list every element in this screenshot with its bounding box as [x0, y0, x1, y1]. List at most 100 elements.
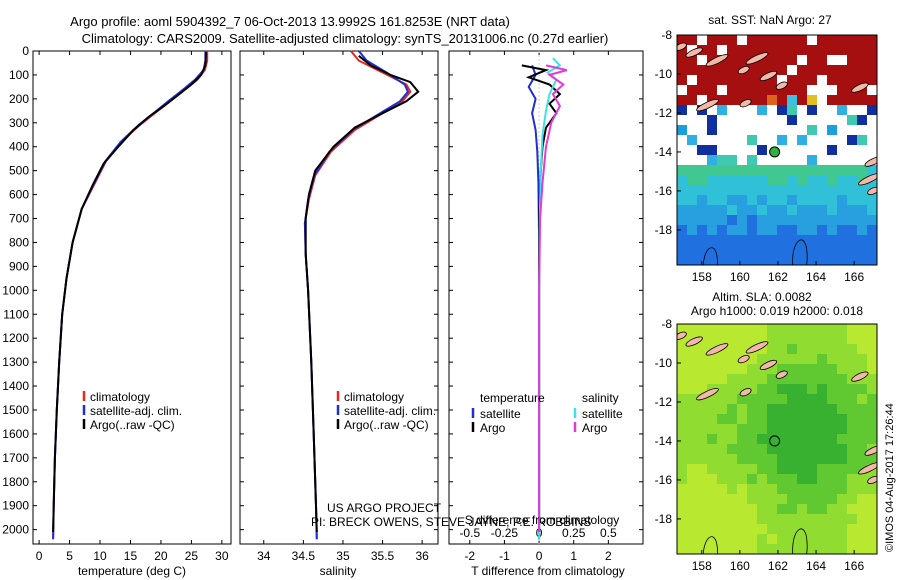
- map-cell: [757, 85, 767, 95]
- map-cell: [797, 444, 807, 454]
- map-cell: [787, 514, 797, 524]
- difference-panel: -2 -1 0 1 2 -0.5 -0.25 0 0.25 0.5 temperature sal…: [448, 50, 644, 578]
- map-cell: [857, 215, 867, 225]
- map-cell: [867, 45, 877, 55]
- map-cell: [737, 334, 747, 344]
- map-cell: [687, 484, 697, 494]
- map-cell: [737, 165, 747, 175]
- depth-tick-label: 1100: [3, 307, 29, 321]
- map-cell: [817, 534, 827, 544]
- map-cell: [827, 344, 837, 354]
- map-cell: [837, 185, 847, 195]
- map-cell: [767, 344, 777, 354]
- map-cell: [767, 534, 777, 544]
- map-cell: [857, 404, 867, 414]
- map-cell: [727, 175, 737, 185]
- island-shape: [705, 54, 729, 67]
- map-cell: [747, 474, 757, 484]
- map-cell: [747, 354, 757, 364]
- map-cell: [687, 504, 697, 514]
- map-cell: [867, 65, 877, 75]
- island-shape: [864, 445, 877, 456]
- map-cell: [797, 424, 807, 434]
- x-tick-label: 34.5: [292, 549, 316, 563]
- map-cell: [717, 444, 727, 454]
- map-cell: [787, 504, 797, 514]
- map-cell: [797, 354, 807, 364]
- map-cell: [707, 404, 717, 414]
- map-cell: [767, 374, 777, 384]
- map-cell: [687, 394, 697, 404]
- map-cell: [717, 424, 727, 434]
- map-cell: [777, 414, 787, 424]
- map-cell: [727, 324, 737, 334]
- map-cell: [737, 534, 747, 544]
- map-cell: [687, 65, 697, 75]
- map-cell: [727, 434, 737, 444]
- map-cell: [747, 384, 757, 394]
- map-cell: [747, 165, 757, 175]
- map-cell: [737, 364, 747, 374]
- map-cell: [857, 454, 867, 464]
- map-cell: [687, 454, 697, 464]
- map-cell: [677, 175, 687, 185]
- bathymetry-contour: [702, 536, 719, 554]
- map-cell: [687, 384, 697, 394]
- map-cell: [857, 494, 867, 504]
- map-cell: [757, 374, 767, 384]
- map-cell: [697, 404, 707, 414]
- depth-tick-label: 1700: [2, 451, 29, 465]
- map-cell: [777, 235, 787, 245]
- map-cell: [827, 464, 837, 474]
- argo-position-marker: [769, 435, 781, 447]
- map-cell: [857, 75, 867, 85]
- island-shape: [685, 47, 703, 58]
- map-cell: [687, 424, 697, 434]
- map-cell: [697, 434, 707, 444]
- map-cell: [807, 195, 817, 205]
- map-cell: [687, 175, 697, 185]
- map-cell: [857, 424, 867, 434]
- sla-map-frame: [676, 323, 878, 555]
- map-cell: [757, 544, 767, 554]
- map-cell: [797, 534, 807, 544]
- map-cell: [697, 544, 707, 554]
- map-cell: [717, 35, 727, 45]
- map-cell: [687, 324, 697, 334]
- map-cell: [777, 175, 787, 185]
- island-shape: [705, 343, 729, 356]
- map-cell: [847, 464, 857, 474]
- map-cell: [717, 434, 727, 444]
- map-cell: [747, 45, 757, 55]
- x-tick-label: 2: [605, 549, 612, 563]
- map-cell: [747, 75, 757, 85]
- map-cell: [677, 185, 687, 195]
- lat-tick-label: -8: [661, 28, 672, 42]
- map-cell: [827, 175, 837, 185]
- map-cell: [787, 45, 797, 55]
- map-cell: [767, 434, 777, 444]
- map-cell: [677, 444, 687, 454]
- map-cell: [807, 454, 817, 464]
- map-cell: [777, 494, 787, 504]
- map-cell: [787, 444, 797, 454]
- map-cell: [767, 364, 777, 374]
- map-cell: [797, 334, 807, 344]
- map-cell: [727, 504, 737, 514]
- map-cell: [797, 205, 807, 215]
- depth-tick-label: 500: [9, 164, 29, 178]
- map-cell: [747, 404, 757, 414]
- x-tick-label: 20: [154, 549, 168, 563]
- x-tick-label: 0: [536, 549, 543, 563]
- map-cell: [827, 165, 837, 175]
- lat-tick-label: -18: [655, 512, 673, 526]
- map-cell: [757, 514, 767, 524]
- map-cell: [677, 464, 687, 474]
- lat-tick-label: -14: [655, 145, 673, 159]
- depth-tick-label: 2000: [2, 523, 29, 537]
- map-cell: [687, 494, 697, 504]
- map-cell: [797, 255, 807, 265]
- legend-label: satellite: [582, 407, 623, 421]
- map-cell: [677, 55, 687, 65]
- lat-tick-label: -10: [655, 356, 673, 370]
